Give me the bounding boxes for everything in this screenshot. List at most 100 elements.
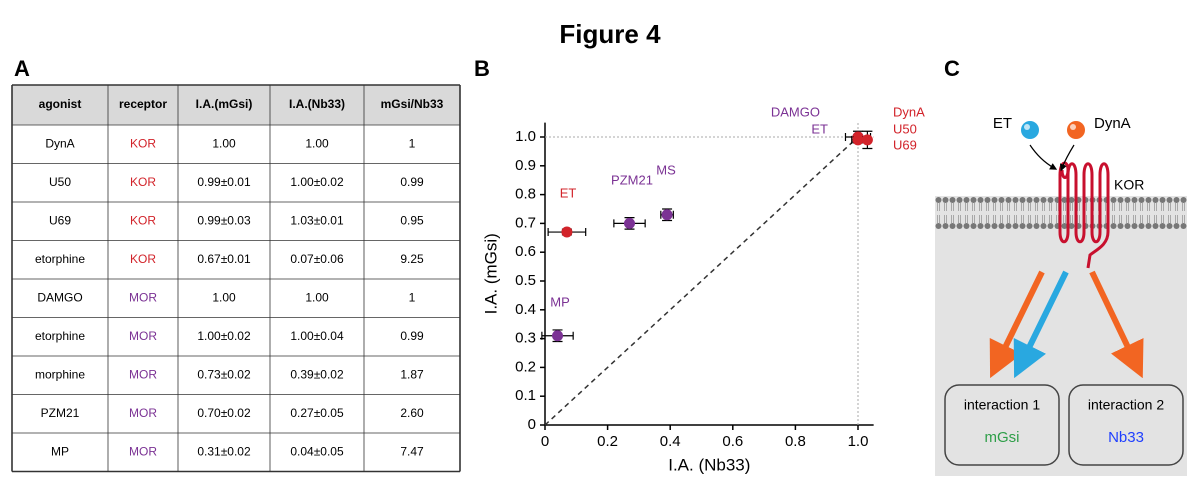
interaction-box — [944, 384, 1060, 466]
table-cell: MOR — [129, 367, 157, 381]
binding-arrow — [1059, 144, 1075, 172]
signal-arrow — [1013, 270, 1069, 379]
point-label: DAMGO — [771, 104, 820, 119]
header-background — [12, 85, 460, 125]
figure-title: Figure 4 — [559, 19, 661, 49]
table-cell: 1.00 — [212, 290, 236, 304]
ligand — [1021, 121, 1039, 139]
point-label: MP — [550, 294, 570, 309]
cell-background — [935, 196, 1187, 476]
table-header: I.A.(Nb33) — [289, 97, 345, 111]
table-cell: 1.03±0.01 — [290, 213, 344, 227]
table-cell: 0.39±0.02 — [290, 367, 344, 381]
y-tick-label: 0.7 — [515, 214, 536, 231]
point — [861, 134, 873, 146]
table-header: receptor — [119, 97, 167, 111]
table-cell: 1 — [409, 290, 416, 304]
point-label: ET — [560, 185, 577, 200]
box-label: interaction 1 — [964, 397, 1040, 413]
diagram: ET DynA KOR interaction 1 mGsi interaction 2 N… — [935, 115, 1187, 476]
table-cell: KOR — [130, 213, 156, 227]
table-cell: MOR — [129, 406, 157, 420]
table-cell: DynA — [45, 136, 74, 150]
table-cell: 7.47 — [400, 444, 424, 458]
receptor-label: KOR — [1114, 177, 1144, 193]
x-error-cap — [613, 219, 646, 228]
point-label: ET — [811, 121, 828, 136]
point-label: DynA — [893, 104, 925, 119]
y-tick-label: 0.1 — [515, 387, 536, 404]
table-cell: etorphine — [35, 329, 85, 343]
table-cell: KOR — [130, 175, 156, 189]
table-cell: U50 — [49, 175, 71, 189]
table-cell: 2.60 — [400, 406, 424, 420]
x-tick-label: 0.4 — [660, 433, 681, 450]
table-cell: KOR — [130, 136, 156, 150]
x-tick-label: 0.6 — [722, 433, 743, 450]
identity-line — [544, 136, 859, 426]
panel-label: B — [474, 56, 490, 81]
ligand-highlight — [1024, 124, 1030, 130]
table-cell: 1 — [409, 136, 416, 150]
y-error-cap — [862, 130, 873, 150]
table-cell: 0.67±0.01 — [197, 252, 251, 266]
box-partner: mGsi — [985, 429, 1020, 446]
point-label: PZM21 — [611, 172, 653, 187]
y-tick-label: 0.9 — [515, 157, 536, 174]
x-error-cap — [547, 228, 587, 237]
point — [624, 217, 636, 229]
table-cell: 1.00 — [305, 290, 329, 304]
table-cell: 9.25 — [400, 252, 424, 266]
x-tick-label: 0 — [541, 433, 549, 450]
y-tick-label: 0.5 — [515, 272, 536, 289]
table-cell: 0.99±0.03 — [197, 213, 251, 227]
point-label: MS — [656, 162, 676, 177]
table-cell: 0.99 — [400, 175, 424, 189]
box-partner: Nb33 — [1108, 429, 1144, 446]
signal-arrow — [1089, 270, 1144, 379]
table-cell: 1.00 — [212, 136, 236, 150]
table-cell: 1.00±0.04 — [290, 329, 344, 343]
table-cell: MP — [51, 444, 69, 458]
table-header: agonist — [39, 97, 82, 111]
x-error-cap — [541, 331, 574, 340]
point — [852, 134, 864, 146]
chart: 0 0.2 0.4 0.6 0.8 1.0 0 0.1 0.2 0.3 0.4 0.5 0.6 0.7 0.… — [481, 104, 925, 474]
table-cell: morphine — [35, 367, 85, 381]
point-label: U50 — [893, 121, 917, 136]
table-cell: KOR — [130, 252, 156, 266]
y-axis-label: I.A. (mGsi) — [481, 233, 500, 314]
binding-arrow — [1029, 144, 1058, 170]
interaction-box — [1068, 384, 1184, 466]
table-cell: 1.00±0.02 — [290, 175, 344, 189]
table-cell: 0.70±0.02 — [197, 406, 251, 420]
table-cell: 0.04±0.05 — [290, 444, 344, 458]
y-tick-label: 0.4 — [515, 301, 536, 318]
table-cell: 1.87 — [400, 367, 424, 381]
ligand-label: DynA — [1094, 115, 1131, 132]
signal-arrow — [989, 270, 1045, 379]
y-tick-label: 1.0 — [515, 128, 536, 145]
y-tick-label: 0.8 — [515, 186, 536, 203]
table-cell: 0.73±0.02 — [197, 367, 251, 381]
table-cell: 0.99 — [400, 329, 424, 343]
x-tick-label: 0.2 — [597, 433, 618, 450]
table-cell: 0.31±0.02 — [197, 444, 251, 458]
panel-label: A — [14, 56, 30, 81]
table-cell: 0.99±0.01 — [197, 175, 251, 189]
table-cell: 0.27±0.05 — [290, 406, 344, 420]
table-cell: MOR — [129, 329, 157, 343]
point — [552, 330, 564, 342]
point — [661, 209, 673, 221]
table-cell: etorphine — [35, 252, 85, 266]
ligand-highlight — [1070, 124, 1076, 130]
x-error-cap — [660, 210, 674, 219]
y-error-cap — [552, 329, 563, 343]
table-cell: U69 — [49, 213, 71, 227]
point — [561, 226, 573, 238]
table-cell: MOR — [129, 290, 157, 304]
y-tick-label: 0 — [528, 416, 536, 433]
ligand-label: ET — [993, 115, 1012, 132]
table: agonist receptor I.A.(mGsi) I.A.(Nb33) mGsi/… — [11, 84, 461, 473]
